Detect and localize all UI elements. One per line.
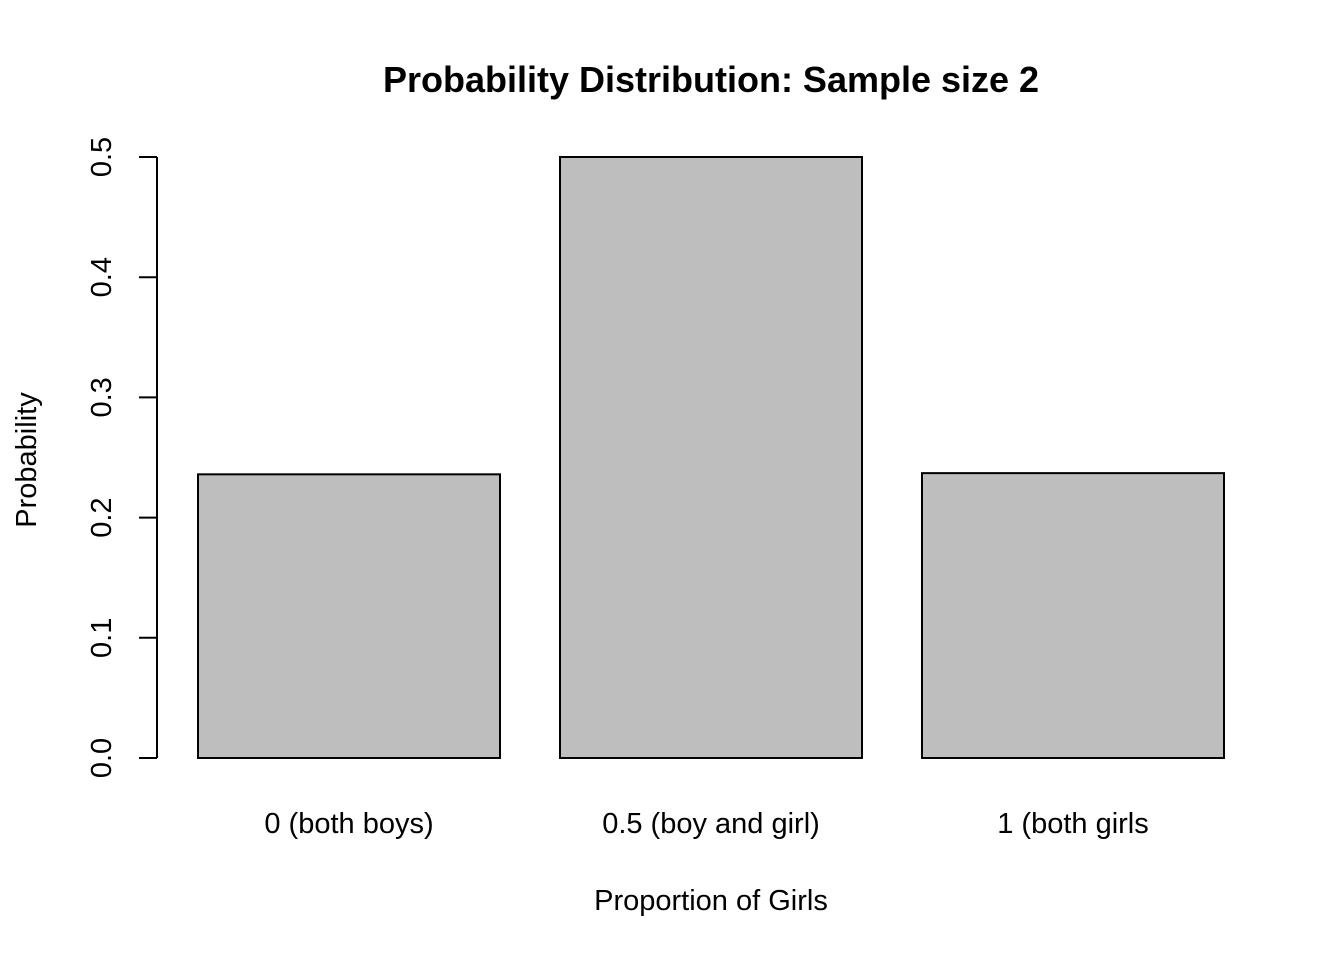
bar-2 xyxy=(921,472,1225,759)
y-tick-label-2: 0.2 xyxy=(86,497,118,537)
x-tick-label-2: 1 (both girls xyxy=(997,808,1149,840)
x-tick-label-0: 0 (both boys) xyxy=(264,808,433,840)
chart-title: Probability Distribution: Sample size 2 xyxy=(383,59,1039,100)
bar-1 xyxy=(559,156,863,759)
y-tick-label-1: 0.1 xyxy=(86,618,118,658)
bars-group xyxy=(197,156,1225,759)
y-axis: 0.0 0.1 0.2 0.3 0.4 0.5 xyxy=(86,137,158,778)
x-axis-tick-labels: 0 (both boys) 0.5 (boy and girl) 1 (both g… xyxy=(264,808,1148,840)
y-tick-label-0: 0.0 xyxy=(86,738,118,778)
x-tick-label-1: 0.5 (boy and girl) xyxy=(602,808,820,840)
y-tick-label-3: 0.3 xyxy=(86,377,118,417)
y-tick-label-4: 0.4 xyxy=(86,257,118,297)
y-tick-label-5: 0.5 xyxy=(86,137,118,177)
x-axis-label: Proportion of Girls xyxy=(594,885,828,917)
y-axis-label: Probability xyxy=(11,392,43,528)
bar-0 xyxy=(197,473,501,759)
